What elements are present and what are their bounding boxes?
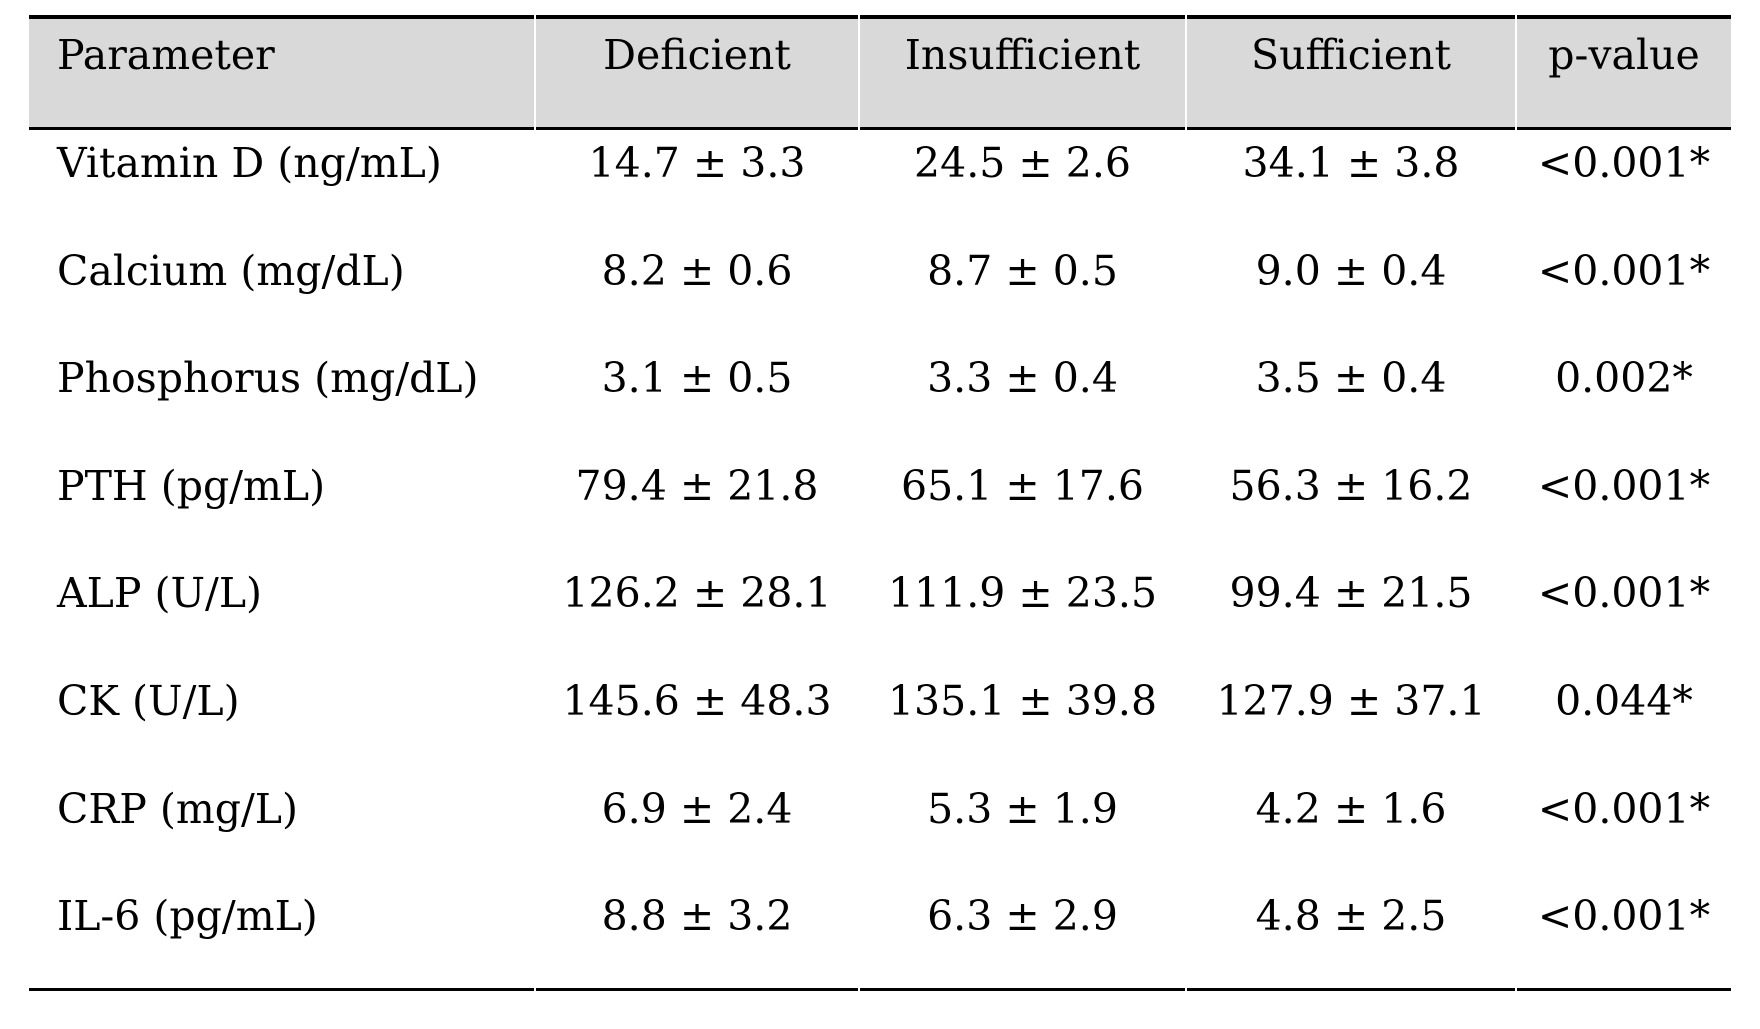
insufficient-cell: 8.7 ± 0.5 [860, 237, 1185, 346]
column-header-sufficient: Sufficient [1187, 15, 1515, 130]
parameter-cell: PTH (pg/mL) [29, 452, 534, 561]
pvalue-cell: <0.001* [1517, 775, 1731, 884]
parameter-cell: IL-6 (pg/mL) [29, 883, 534, 991]
row-phosphorus: Phosphorus (mg/dL) 3.1 ± 0.5 3.3 ± 0.4 3… [29, 345, 1731, 453]
deficient-cell: 6.9 ± 2.4 [536, 775, 858, 884]
parameter-cell: Phosphorus (mg/dL) [29, 345, 534, 453]
row-vitamin-d: Vitamin D (ng/mL) 14.7 ± 3.3 24.5 ± 2.6 … [29, 130, 1731, 238]
row-il6: IL-6 (pg/mL) 8.8 ± 3.2 6.3 ± 2.9 4.8 ± 2… [29, 883, 1731, 991]
sufficient-cell: 127.9 ± 37.1 [1187, 667, 1515, 776]
insufficient-cell: 5.3 ± 1.9 [860, 775, 1185, 884]
row-ck: CK (U/L) 145.6 ± 48.3 135.1 ± 39.8 127.9… [29, 667, 1731, 776]
insufficient-cell: 111.9 ± 23.5 [860, 560, 1185, 668]
sufficient-cell: 34.1 ± 3.8 [1187, 130, 1515, 238]
row-pth: PTH (pg/mL) 79.4 ± 21.8 65.1 ± 17.6 56.3… [29, 452, 1731, 561]
deficient-cell: 126.2 ± 28.1 [536, 560, 858, 668]
pvalue-cell: <0.001* [1517, 452, 1731, 561]
column-header-deficient: Deficient [536, 15, 858, 130]
row-alp: ALP (U/L) 126.2 ± 28.1 111.9 ± 23.5 99.4… [29, 560, 1731, 668]
biochemical-parameters-table: Parameter Deficient Insufficient Suffici… [27, 15, 1733, 991]
parameter-cell: CK (U/L) [29, 667, 534, 776]
pvalue-cell: 0.044* [1517, 667, 1731, 776]
parameter-cell: ALP (U/L) [29, 560, 534, 668]
deficient-cell: 14.7 ± 3.3 [536, 130, 858, 238]
column-header-insufficient: Insufficient [860, 15, 1185, 130]
deficient-cell: 8.2 ± 0.6 [536, 237, 858, 346]
header-row: Parameter Deficient Insufficient Suffici… [29, 15, 1731, 130]
deficient-cell: 145.6 ± 48.3 [536, 667, 858, 776]
sufficient-cell: 4.8 ± 2.5 [1187, 883, 1515, 991]
sufficient-cell: 4.2 ± 1.6 [1187, 775, 1515, 884]
pvalue-cell: <0.001* [1517, 883, 1731, 991]
insufficient-cell: 3.3 ± 0.4 [860, 345, 1185, 453]
insufficient-cell: 6.3 ± 2.9 [860, 883, 1185, 991]
column-header-pvalue: p-value [1517, 15, 1731, 130]
column-header-parameter: Parameter [29, 15, 534, 130]
insufficient-cell: 135.1 ± 39.8 [860, 667, 1185, 776]
parameter-cell: Calcium (mg/dL) [29, 237, 534, 346]
parameter-cell: CRP (mg/L) [29, 775, 534, 884]
sufficient-cell: 9.0 ± 0.4 [1187, 237, 1515, 346]
parameter-cell: Vitamin D (ng/mL) [29, 130, 534, 238]
insufficient-cell: 24.5 ± 2.6 [860, 130, 1185, 238]
row-calcium: Calcium (mg/dL) 8.2 ± 0.6 8.7 ± 0.5 9.0 … [29, 237, 1731, 346]
pvalue-cell: <0.001* [1517, 237, 1731, 346]
sufficient-cell: 3.5 ± 0.4 [1187, 345, 1515, 453]
pvalue-cell: <0.001* [1517, 560, 1731, 668]
deficient-cell: 79.4 ± 21.8 [536, 452, 858, 561]
sufficient-cell: 99.4 ± 21.5 [1187, 560, 1515, 668]
pvalue-cell: <0.001* [1517, 130, 1731, 238]
insufficient-cell: 65.1 ± 17.6 [860, 452, 1185, 561]
row-crp: CRP (mg/L) 6.9 ± 2.4 5.3 ± 1.9 4.2 ± 1.6… [29, 775, 1731, 884]
deficient-cell: 3.1 ± 0.5 [536, 345, 858, 453]
pvalue-cell: 0.002* [1517, 345, 1731, 453]
sufficient-cell: 56.3 ± 16.2 [1187, 452, 1515, 561]
deficient-cell: 8.8 ± 3.2 [536, 883, 858, 991]
